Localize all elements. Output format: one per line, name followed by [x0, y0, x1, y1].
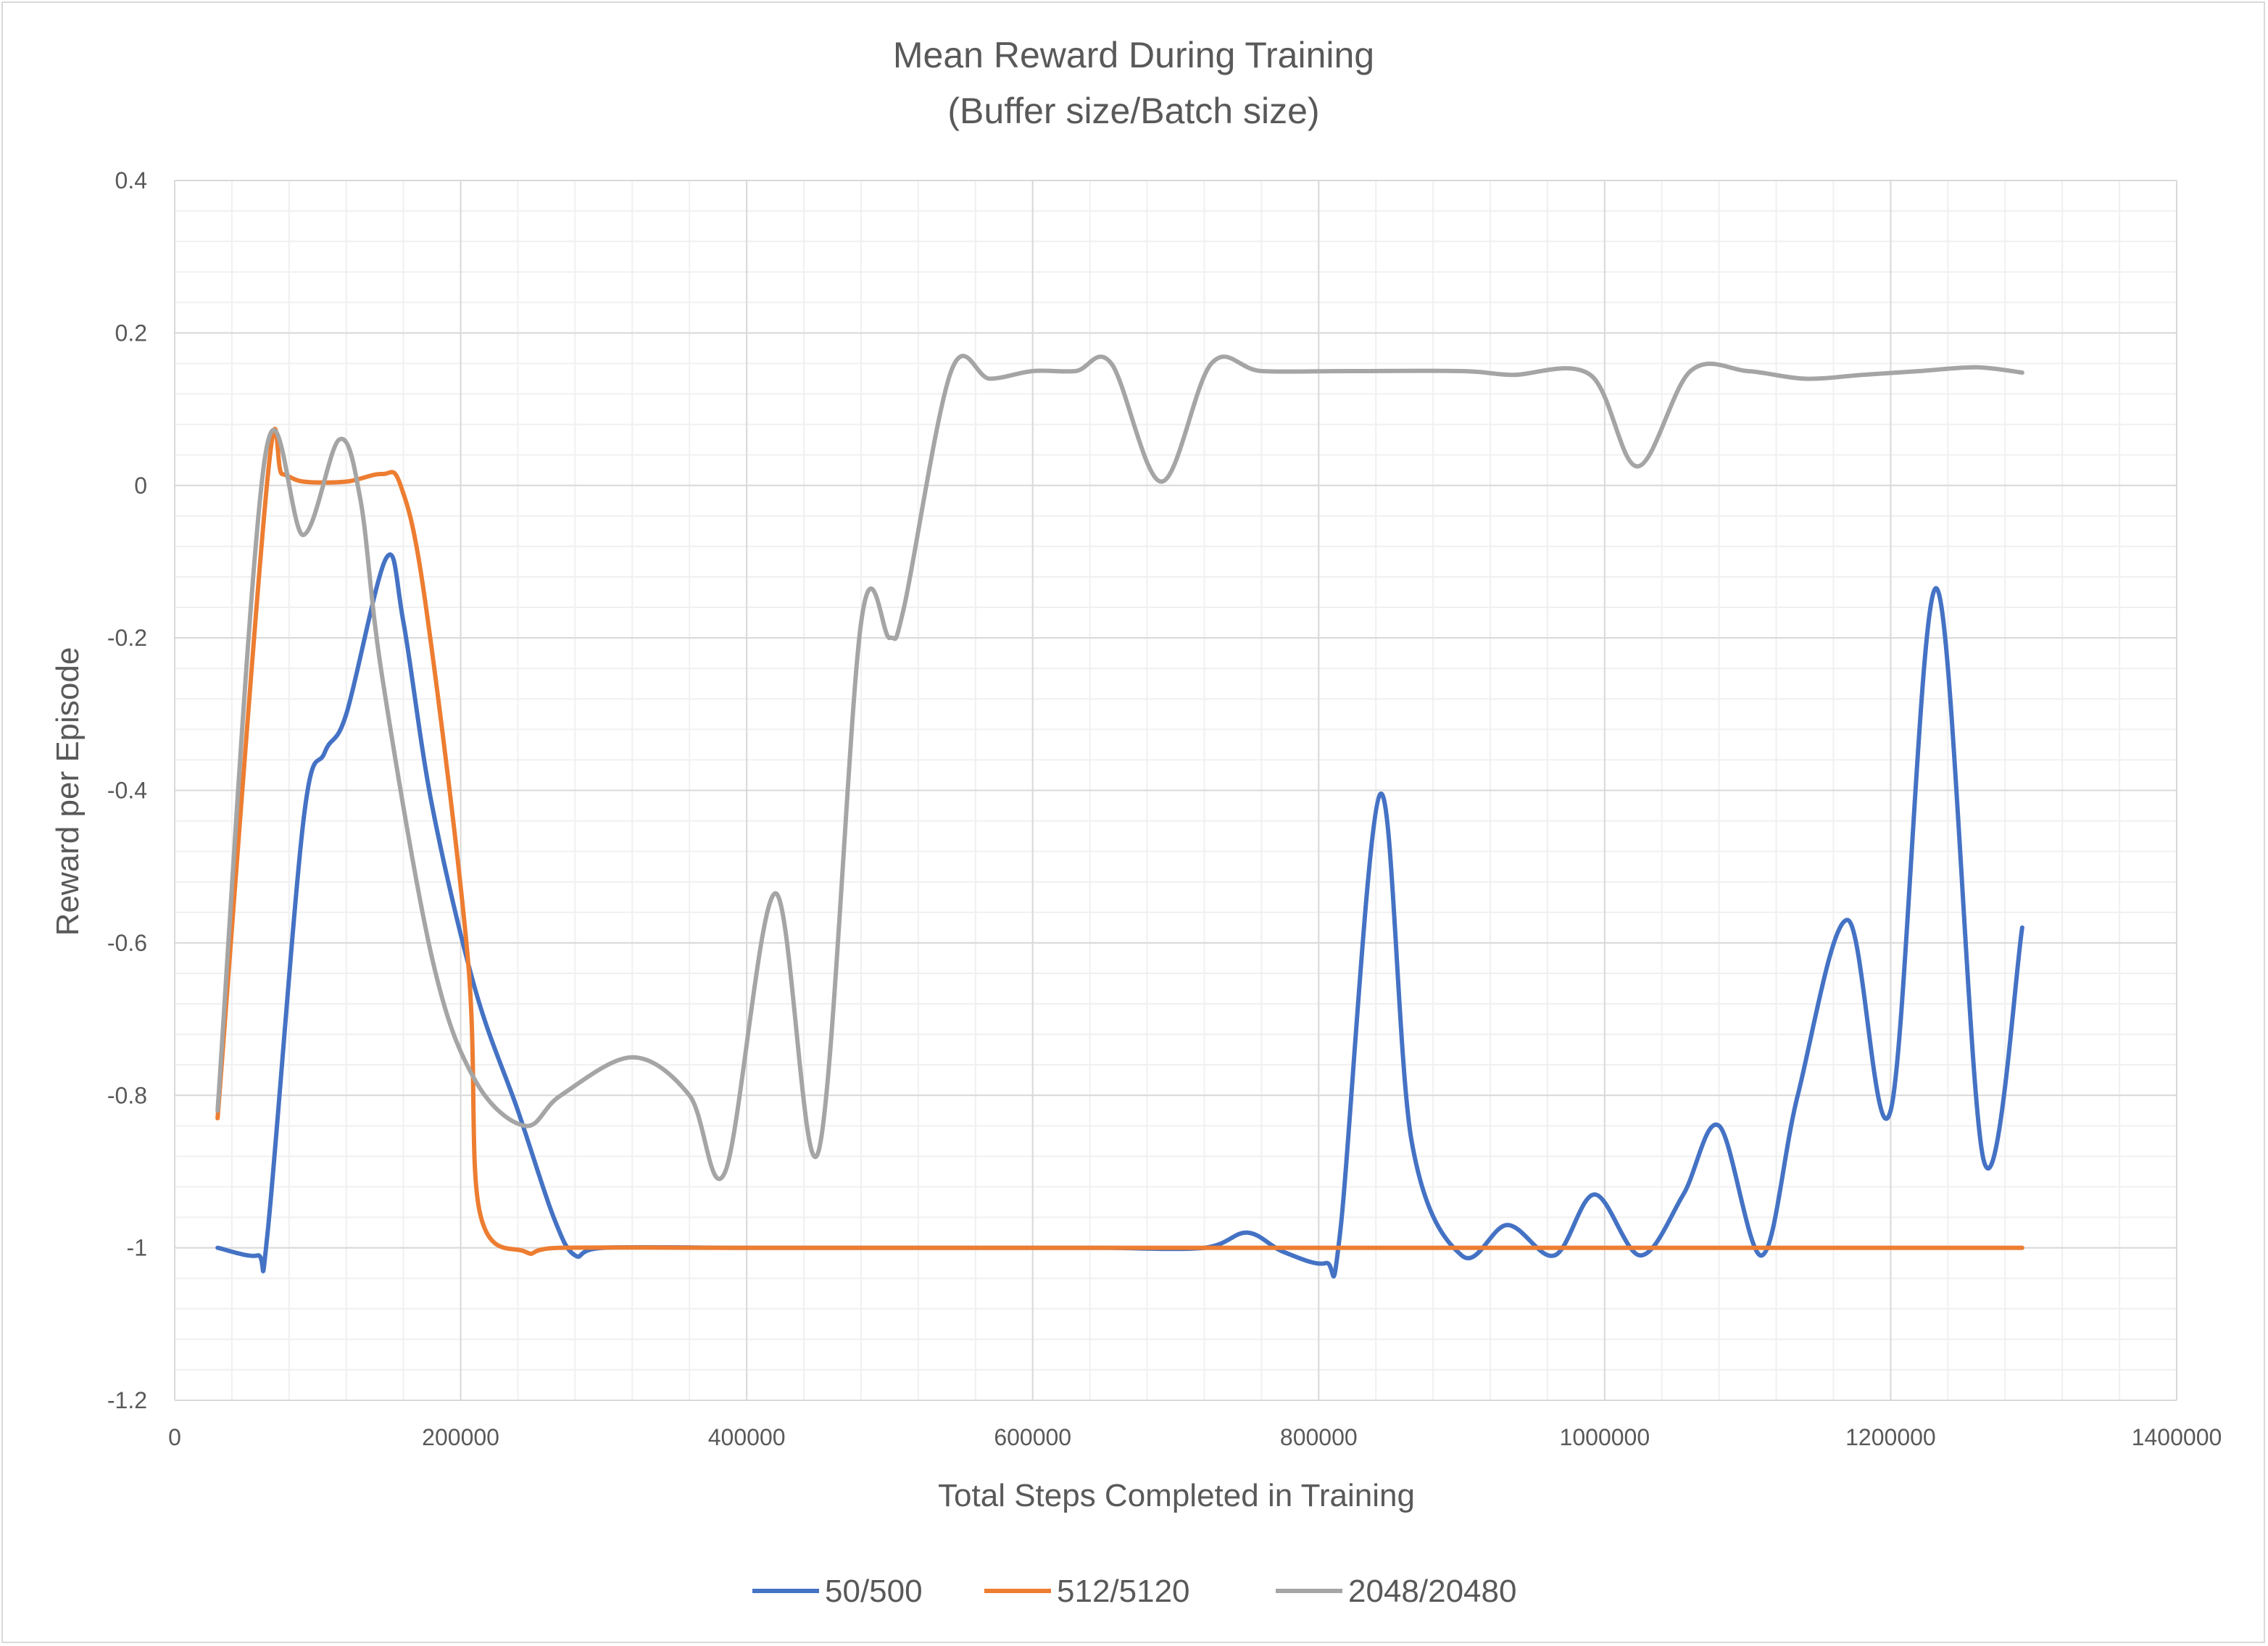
x-tick-label: 1400000 [2132, 1424, 2222, 1450]
series-line-1 [215, 552, 2024, 1279]
x-tick-label: 600000 [994, 1424, 1071, 1450]
legend-label-1: 50/500 [825, 1574, 923, 1609]
y-tick-label: -0.4 [107, 778, 147, 804]
legend: 50/500 512/5120 2048/20480 [752, 1574, 1516, 1609]
x-tick-label: 200000 [422, 1424, 499, 1450]
x-tick-label: 0 [168, 1424, 181, 1450]
grid [174, 180, 2177, 1401]
y-tick-label: -0.2 [107, 625, 147, 651]
y-tick-label: 0 [134, 473, 147, 499]
chart-title: Mean Reward During Training [893, 35, 1374, 75]
series-line-2 [215, 426, 2024, 1256]
x-tick-label: 800000 [1280, 1424, 1358, 1450]
chart-subtitle: (Buffer size/Batch size) [947, 91, 1319, 131]
y-tick-label: -0.8 [107, 1082, 147, 1108]
legend-label-3: 2048/20480 [1348, 1574, 1516, 1609]
y-tick-label: -1.2 [107, 1387, 147, 1413]
y-tick-label: -1 [127, 1235, 147, 1261]
y-axis-title: Reward per Episode [50, 647, 86, 936]
legend-label-2: 512/5120 [1057, 1574, 1190, 1609]
x-tick-label: 400000 [708, 1424, 786, 1450]
series-line-3 [215, 354, 2024, 1181]
x-tick-label: 1200000 [1845, 1424, 1936, 1450]
y-tick-label: -0.6 [107, 930, 147, 956]
y-tick-label: 0.4 [115, 167, 147, 194]
x-tick-label: 1000000 [1560, 1424, 1650, 1450]
series-lines [215, 354, 2024, 1279]
x-axis-title: Total Steps Completed in Training [938, 1478, 1415, 1513]
y-tick-label: 0.2 [115, 320, 147, 346]
tick-labels: 0 200000 400000 600000 800000 1000000 1200000 1… [107, 167, 2222, 1450]
